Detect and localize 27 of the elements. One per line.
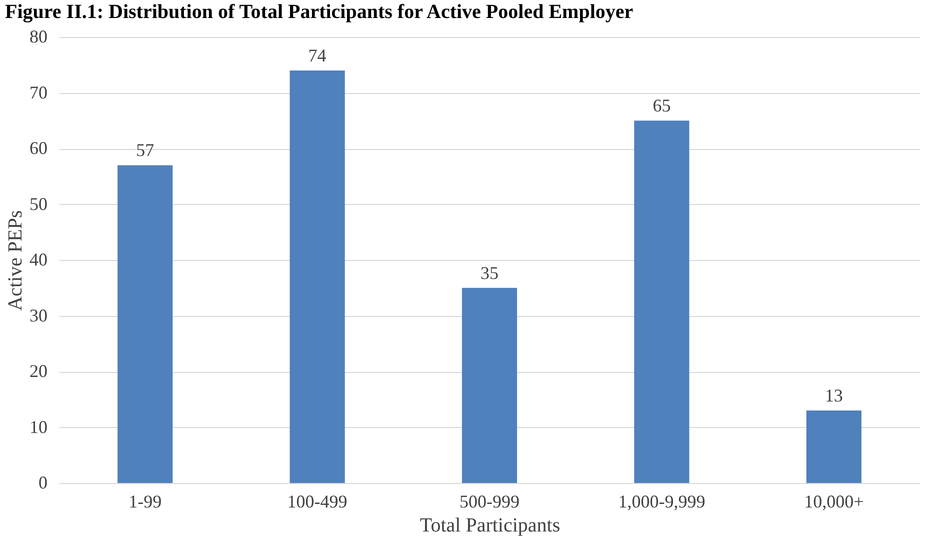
y-tick-label: 10: [30, 416, 48, 437]
bar: [634, 120, 690, 483]
y-axis-title: Active PEPs: [4, 210, 26, 311]
data-label: 35: [480, 262, 498, 283]
data-label: 65: [652, 96, 671, 116]
data-label: 13: [824, 386, 843, 406]
x-tick-label: 100-499: [287, 492, 348, 512]
x-axis-title: Total Participants: [420, 514, 560, 536]
bar: [806, 410, 862, 483]
x-tick-label: 1,000-9,999: [618, 492, 706, 512]
bar: [462, 288, 518, 483]
y-tick-label: 30: [30, 305, 48, 326]
bar: [290, 70, 345, 483]
y-tick-label: 70: [30, 82, 48, 102]
bar: [118, 165, 173, 483]
y-tick-label: 20: [30, 361, 48, 381]
x-tick-label: 10,000+: [804, 492, 864, 512]
data-label: 57: [136, 140, 154, 160]
y-tick-label: 0: [38, 472, 48, 492]
y-tick-label: 80: [30, 26, 48, 46]
y-tick-label: 40: [30, 250, 48, 270]
x-tick-label: 1-99: [128, 492, 162, 512]
chart-title: Figure II.1: Distribution of Total Participants for Active Pooled Employer: [5, 1, 634, 23]
x-tick-label: 500-999: [460, 492, 520, 512]
data-label: 74: [308, 45, 326, 66]
y-tick-label: 50: [30, 194, 48, 214]
y-tick-label: 60: [30, 138, 48, 158]
